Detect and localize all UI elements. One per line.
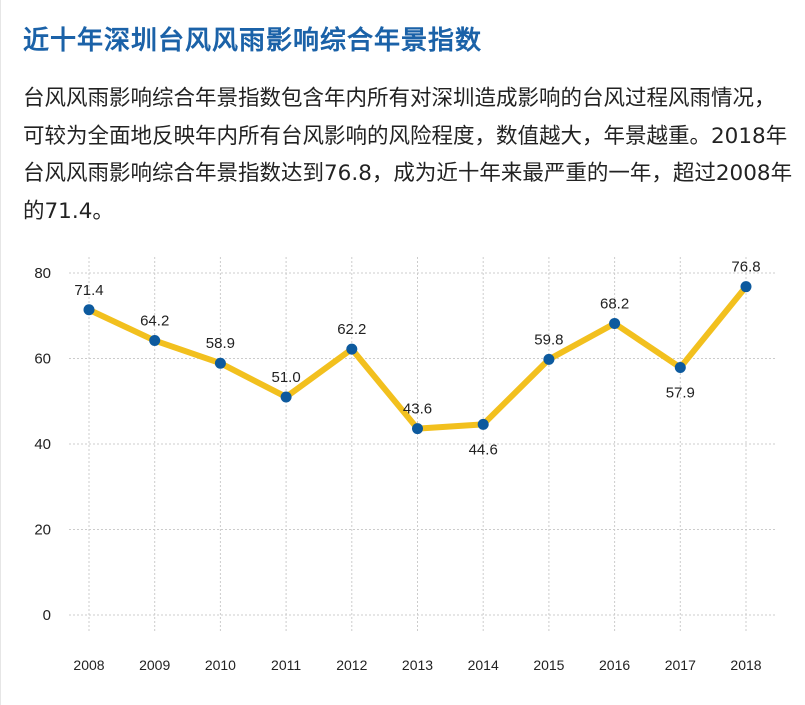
data-point — [412, 423, 423, 435]
data-point — [674, 361, 686, 373]
data-point — [740, 281, 752, 293]
x-tick-label: 2008 — [73, 657, 104, 673]
data-label: 64.2 — [140, 313, 169, 330]
y-tick-label: 60 — [34, 351, 51, 368]
data-point — [280, 391, 292, 403]
data-point — [83, 304, 95, 316]
y-tick-label: 0 — [43, 607, 51, 624]
x-tick-label: 2018 — [730, 657, 761, 673]
data-label: 68.2 — [600, 295, 629, 312]
x-tick-label: 2016 — [599, 657, 630, 673]
x-tick-label: 2009 — [139, 657, 170, 673]
data-label: 62.2 — [337, 321, 366, 338]
data-label: 51.0 — [271, 369, 300, 386]
y-tick-label: 20 — [34, 522, 51, 539]
data-label: 43.6 — [403, 401, 432, 418]
data-point — [214, 357, 226, 369]
data-label: 76.8 — [731, 259, 760, 276]
data-label: 57.9 — [666, 384, 695, 401]
data-point — [149, 335, 161, 347]
data-label: 58.9 — [206, 335, 235, 352]
x-tick-label: 2014 — [468, 657, 499, 673]
page-title: 近十年深圳台风风雨影响综合年景指数 — [23, 26, 483, 56]
x-tick-label: 2015 — [533, 657, 564, 673]
description: 台风风雨影响综合年景指数包含年内所有对深圳造成影响的台风过程风雨情况，可较为全面… — [23, 86, 793, 224]
x-tick-label: 2017 — [665, 657, 696, 673]
data-point — [543, 353, 555, 365]
y-tick-label: 40 — [34, 436, 51, 453]
data-label: 44.6 — [469, 441, 498, 458]
x-tick-label: 2011 — [271, 657, 301, 673]
data-point — [609, 317, 621, 329]
x-tick-label: 2013 — [402, 657, 433, 673]
data-point — [346, 343, 358, 355]
x-tick-label: 2010 — [205, 657, 236, 673]
data-label: 71.4 — [74, 282, 103, 299]
y-tick-label: 80 — [34, 265, 51, 282]
x-tick-label: 2012 — [336, 657, 367, 673]
data-label: 59.8 — [534, 331, 563, 348]
data-point — [477, 418, 489, 430]
